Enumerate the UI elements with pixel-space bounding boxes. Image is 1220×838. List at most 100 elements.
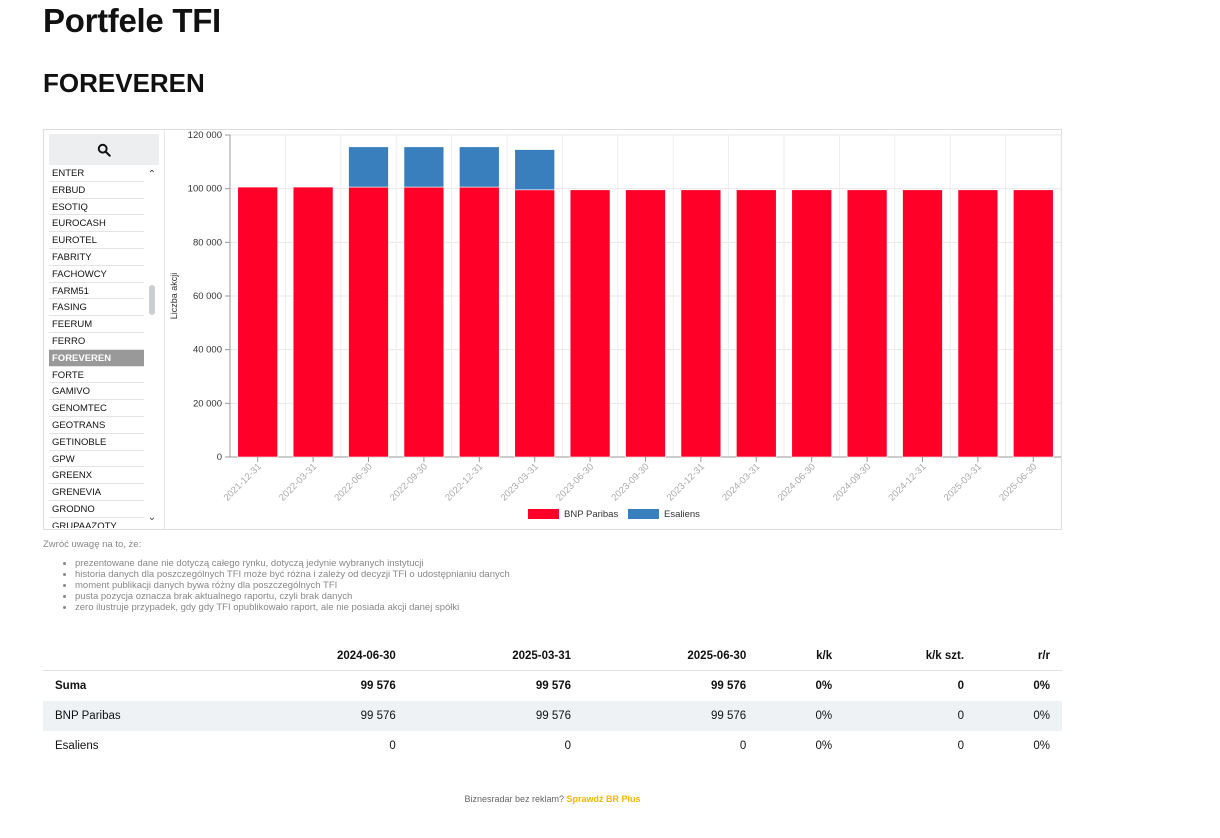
sidebar-item-fabrity[interactable]: FABRITY (49, 249, 144, 266)
row-label: Esaliens (55, 740, 99, 752)
chevron-up-icon[interactable]: ⌃ (147, 169, 157, 180)
column-header: k/k (758, 641, 845, 671)
table-cell: 0 (564, 740, 572, 752)
column-header: r/r (976, 641, 1062, 671)
sidebar-item-fasing[interactable]: FASING (49, 299, 144, 317)
sidebar-item-fachowcy[interactable]: FACHOWCY (49, 266, 144, 283)
sidebar-item-grenevia[interactable]: GRENEVIA (49, 484, 144, 501)
table-cell: 0 (844, 701, 977, 731)
page-title: Portfele TFI (43, 2, 221, 39)
list-scrollbar[interactable]: ⌃ ⌄ (145, 165, 159, 528)
note-item: pusta pozycja oznacza brak aktualnego ra… (75, 591, 510, 602)
br-plus-link[interactable]: Sprawdź BR Plus (566, 794, 641, 804)
x-tick-label: 2022-12-31 (443, 461, 485, 503)
table-cell: 0 (957, 680, 965, 692)
sidebar-item-eurotel[interactable]: EUROTEL (49, 232, 144, 249)
sidebar-item-farm51[interactable]: FARM51 (49, 283, 144, 300)
sidebar-item-feerum[interactable]: FEERUM (49, 316, 144, 333)
note-item: moment publikacji danych bywa różny dla … (75, 580, 510, 591)
footer-text: Biznesradar bez reklam? (464, 794, 564, 804)
bar-bnp-paribas (292, 186, 334, 458)
sidebar-item-gamivo[interactable]: GAMIVO (49, 383, 144, 401)
table-cell: 99 576 (232, 701, 408, 731)
footer: Biznesradar bez reklam? Sprawdź BR Plus (0, 794, 1105, 804)
bar-bnp-paribas (957, 189, 999, 458)
legend-label: BNP Paribas (564, 509, 618, 520)
table-cell: 99 576 (407, 701, 584, 731)
sidebar-item-geotrans[interactable]: GEOTRANS (49, 417, 144, 434)
summary-table: 2024-06-30 2025-03-31 2025-06-30 k/k k/k szt… (43, 641, 1062, 761)
table-header-row: 2024-06-30 2025-03-31 2025-06-30 k/k k/k szt… (43, 641, 1062, 671)
x-tick-label: 2024-12-31 (886, 461, 928, 503)
sidebar-item-eurocash[interactable]: EUROCASH (49, 215, 144, 233)
sidebar-item-erbud[interactable]: ERBUD (49, 182, 144, 199)
bar-bnp-paribas (514, 189, 555, 458)
y-tick-label: 80 000 (193, 237, 222, 248)
sidebar-item-grupaazoty[interactable]: GRUPAAZOTY (49, 518, 144, 528)
bar-bnp-paribas (569, 189, 611, 458)
table-cell: 0 (957, 740, 965, 752)
column-header: 2024-06-30 (232, 641, 408, 671)
note-item: historia danych dla poszczególnych TFI m… (75, 569, 510, 580)
row-label: Suma (55, 680, 87, 692)
table-cell: 0% (1033, 740, 1050, 752)
sidebar-item-esotiq[interactable]: ESOTIQ (49, 199, 144, 216)
chart-panel: ENTER ERBUD ESOTIQ EUROCASH EUROTEL FABRITY FA… (43, 129, 1062, 530)
legend-swatch (528, 509, 559, 519)
table-cell: 0% (1033, 680, 1050, 692)
row-label: BNP Paribas (43, 701, 233, 731)
sidebar-item-forte[interactable]: FORTE (49, 367, 144, 384)
y-axis-label: Liczba akcji (169, 273, 179, 320)
note-item: prezentowane dane nie dotyczą całego ryn… (75, 558, 510, 569)
sidebar-item-genomtec[interactable]: GENOMTEC (49, 400, 144, 417)
column-header: 2025-03-31 (407, 641, 584, 671)
company-list: ENTER ERBUD ESOTIQ EUROCASH EUROTEL FABRITY FA… (49, 165, 144, 528)
table-cell: 99 576 (535, 680, 572, 692)
sidebar-item-foreveren[interactable]: FOREVEREN (49, 349, 144, 367)
legend-label: Esaliens (664, 509, 700, 520)
company-title: FOREVEREN (43, 68, 205, 98)
x-tick-label: 2023-03-31 (499, 461, 541, 503)
table-cell: 0% (815, 740, 833, 752)
table-cell: 0% (815, 680, 833, 692)
search-icon (97, 143, 111, 157)
sidebar-item-gpw[interactable]: GPW (49, 451, 144, 468)
bar-bnp-paribas (625, 189, 666, 458)
notes-title: Zwróć uwagę na to, że: (43, 539, 142, 550)
y-tick-label: 0 (217, 452, 222, 463)
table-cell: 0% (976, 701, 1062, 731)
sidebar-item-grodno[interactable]: GRODNO (49, 501, 144, 518)
bar-bnp-paribas (736, 189, 777, 458)
x-tick-label: 2023-06-30 (554, 461, 596, 503)
bar-bnp-paribas (902, 189, 943, 458)
chevron-down-icon[interactable]: ⌄ (147, 512, 157, 523)
scrollbar-thumb[interactable] (149, 285, 155, 315)
column-header: k/k szt. (844, 641, 977, 671)
x-tick-label: 2024-09-30 (831, 461, 873, 503)
bar-bnp-paribas (846, 189, 888, 458)
bar-bnp-paribas (348, 186, 389, 458)
legend-swatch (628, 509, 659, 519)
bar-bnp-paribas (403, 186, 445, 458)
table-cell: 0 (389, 740, 396, 752)
x-tick-label: 2025-06-30 (997, 461, 1039, 503)
sidebar-item-greenx[interactable]: GREENX (49, 467, 144, 485)
y-tick-label: 60 000 (193, 291, 222, 302)
column-header (43, 641, 233, 671)
table-cell: 99 576 (360, 680, 396, 692)
sidebar-item-ferro[interactable]: FERRO (49, 333, 144, 350)
x-tick-label: 2023-12-31 (665, 461, 707, 503)
y-tick-label: 100 000 (188, 184, 222, 195)
sidebar-item-enter[interactable]: ENTER (49, 165, 144, 182)
bar-bnp-paribas (1013, 189, 1054, 458)
bar-chart: 0 20 000 40 000 60 000 80 000 100 000 120 000 2… (169, 130, 1062, 520)
sidebar-item-getinoble[interactable]: GETINOBLE (49, 434, 144, 451)
x-tick-label: 2024-03-31 (720, 461, 762, 503)
table-cell: 99 576 (583, 701, 759, 731)
table-cell: 0 (739, 740, 747, 752)
x-tick-label: 2021-12-31 (222, 461, 264, 503)
table-cell: 99 576 (711, 680, 747, 692)
table-row: Esaliens 0 0 0 0% 0 0% (43, 731, 1062, 761)
bar-esaliens (514, 149, 555, 191)
search-button[interactable] (49, 134, 159, 165)
